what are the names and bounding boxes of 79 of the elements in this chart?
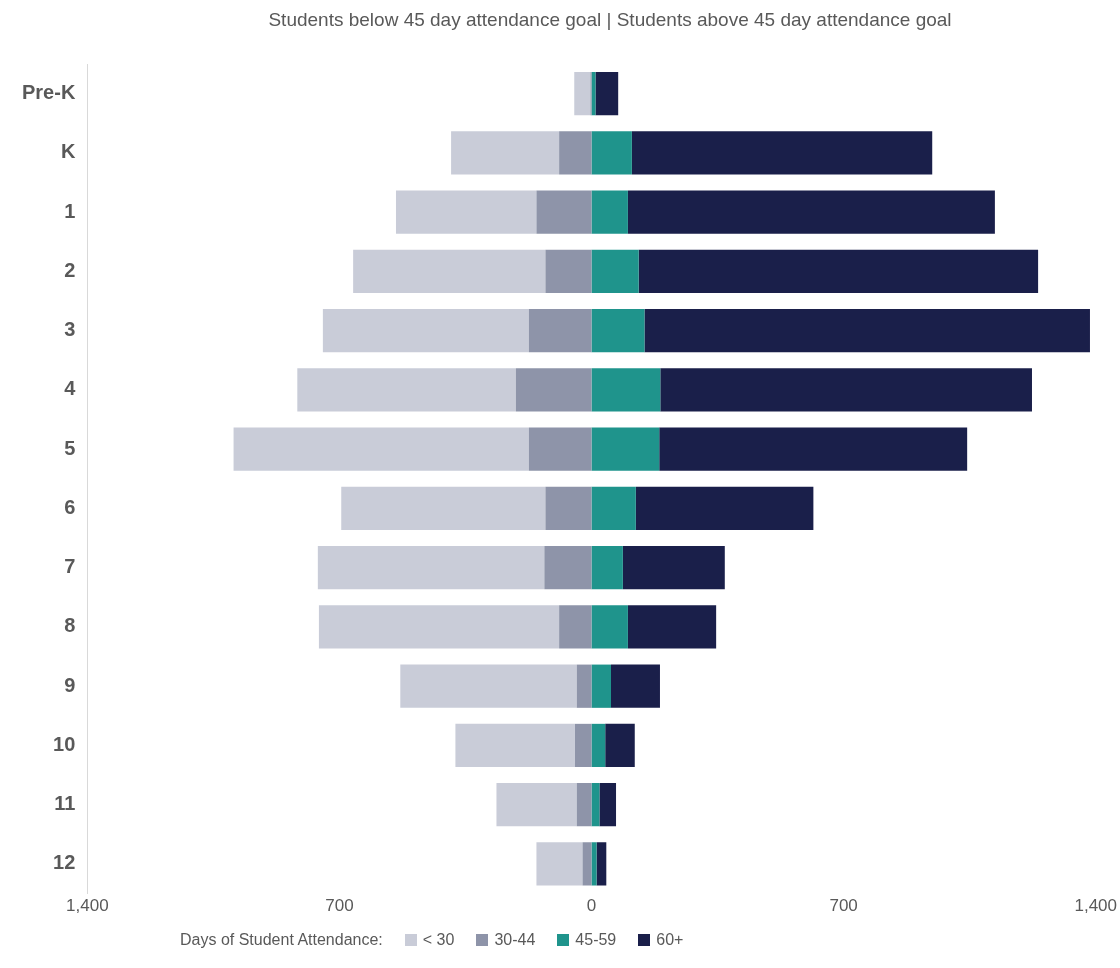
x-tick-label: 0 [586, 896, 597, 916]
y-tick-label: Pre-K [21, 81, 76, 104]
legend-title: Days of Student Attendance: [180, 931, 383, 949]
bar [638, 249, 1039, 294]
bar [591, 131, 632, 175]
bar [627, 190, 995, 234]
y-tick-label: 5 [64, 436, 76, 459]
y-tick-label: 11 [54, 792, 76, 815]
bar [451, 131, 560, 175]
legend-label: 45-59 [575, 931, 617, 949]
bar [455, 723, 575, 768]
bar [496, 783, 577, 827]
bar [515, 368, 592, 412]
x-tick-label: 700 [829, 896, 858, 916]
x-tick-label: 1,400 [1074, 896, 1117, 916]
bar [395, 190, 537, 234]
bar [318, 605, 560, 649]
y-tick-label: 8 [64, 614, 76, 637]
bar [627, 605, 717, 649]
bar [297, 368, 516, 412]
legend-label: 60+ [656, 931, 684, 949]
bar [582, 842, 592, 886]
y-tick-label: 12 [53, 851, 76, 874]
bar [576, 664, 592, 708]
legend-label: < 30 [422, 931, 455, 949]
bar [595, 72, 619, 116]
bar [559, 605, 592, 649]
bar [591, 723, 606, 768]
bar [635, 486, 814, 531]
bar [622, 546, 725, 590]
bar [591, 605, 628, 649]
y-tick-label: 10 [53, 732, 76, 755]
bar [599, 783, 617, 827]
chart-title: Students below 45 day attendance goal | Students above 45 day attendance goal [267, 8, 953, 32]
bar [591, 486, 636, 531]
y-tick-label: 2 [64, 258, 76, 281]
x-tick-label: 1,400 [66, 896, 109, 916]
bar [591, 190, 628, 234]
bar [591, 368, 661, 412]
bar [341, 486, 546, 531]
bar [591, 427, 660, 471]
bar [644, 309, 1090, 353]
bar [545, 486, 592, 531]
bar [536, 842, 583, 886]
y-tick-label: 3 [64, 318, 76, 341]
bar [591, 249, 639, 294]
bar [536, 190, 592, 234]
bar [353, 249, 546, 294]
bar [596, 842, 607, 886]
bar [545, 249, 592, 294]
bar [576, 783, 592, 827]
bar [233, 427, 529, 471]
legend-label: 30-44 [494, 931, 536, 949]
bar [605, 723, 635, 768]
bar [528, 309, 592, 353]
y-tick-label: 1 [64, 199, 76, 222]
bar [400, 664, 577, 708]
bar [559, 131, 592, 175]
y-tick-label: 7 [64, 555, 76, 578]
bar [528, 427, 592, 471]
bar [591, 546, 623, 590]
bar [610, 664, 660, 708]
y-tick-label: 4 [64, 377, 77, 400]
y-tick-label: 6 [64, 495, 76, 518]
bar [591, 842, 597, 886]
bar [631, 131, 933, 175]
bar [591, 72, 596, 116]
bar [574, 723, 592, 768]
bar [322, 309, 529, 353]
bar [317, 546, 545, 590]
bar [591, 309, 645, 353]
y-tick-label: 9 [64, 673, 76, 696]
bar [591, 664, 611, 708]
y-tick-label: K [60, 140, 76, 163]
bar [660, 368, 1032, 412]
bar [574, 72, 591, 116]
x-tick-label: 700 [325, 896, 354, 916]
bar [544, 546, 592, 590]
bar [659, 427, 968, 471]
